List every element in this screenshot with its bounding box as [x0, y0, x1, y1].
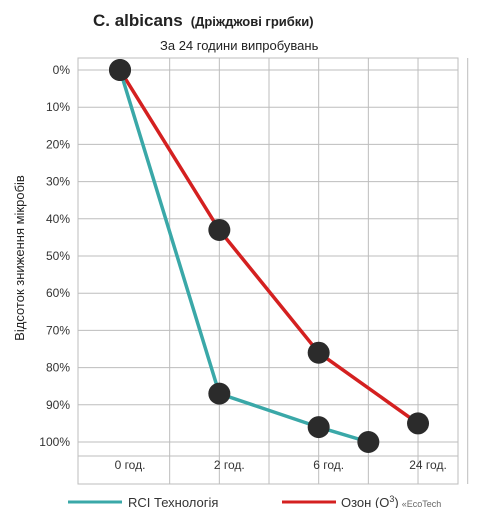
y-tick-label: 0%	[53, 63, 71, 77]
series-lines	[118, 69, 420, 444]
series-line	[118, 69, 369, 444]
chart-title-bold: C. albicans	[93, 11, 183, 30]
data-point-marker	[357, 431, 380, 453]
grid	[77, 57, 469, 485]
data-point-marker	[307, 341, 330, 364]
series-markers	[109, 59, 430, 453]
legend: RCI Технологія Озон (О3) «EcoTech	[68, 494, 441, 508]
data-point-marker	[208, 382, 231, 405]
series-line	[118, 69, 420, 425]
chart-title-rest: (Дріжджові грибки)	[191, 14, 314, 29]
y-tick-label: 30%	[46, 175, 70, 189]
data-point-marker	[109, 59, 131, 81]
y-tick-label: 60%	[46, 286, 70, 300]
y-tick-labels: 0% 10% 20% 30% 40% 50% 60% 70% 80% 90% 100%	[39, 63, 70, 449]
x-tick-labels: 0 год. 2 год. 6 год. 24 год.	[115, 458, 447, 472]
plot-frame	[77, 57, 459, 485]
y-tick-label: 100%	[39, 435, 70, 449]
y-axis-label: Відсоток зниження мікробів	[12, 175, 27, 341]
chart-title: C. albicans (Дріжджові грибки)	[93, 11, 314, 30]
data-point-marker	[407, 412, 430, 435]
y-tick-label: 70%	[46, 323, 70, 337]
data-point-marker	[208, 218, 231, 241]
y-tick-label: 90%	[46, 398, 70, 412]
y-tick-label: 40%	[46, 212, 70, 226]
x-tick-label: 6 год.	[313, 458, 344, 472]
legend-label: RCI Технологія	[128, 495, 218, 508]
chart-subtitle: За 24 години випробувань	[160, 38, 319, 53]
legend-label: Озон (О3) «EcoTech	[341, 494, 441, 508]
y-tick-label: 10%	[46, 100, 70, 114]
data-point-marker	[307, 416, 330, 439]
chart-titles: C. albicans (Дріжджові грибки) За 24 годи…	[93, 11, 319, 53]
x-tick-label: 0 год.	[115, 458, 146, 472]
x-tick-label: 2 год.	[214, 458, 245, 472]
x-tick-label: 24 год.	[409, 458, 447, 472]
y-tick-label: 80%	[46, 361, 70, 375]
y-tick-label: 20%	[46, 137, 70, 151]
y-tick-label: 50%	[46, 249, 70, 263]
